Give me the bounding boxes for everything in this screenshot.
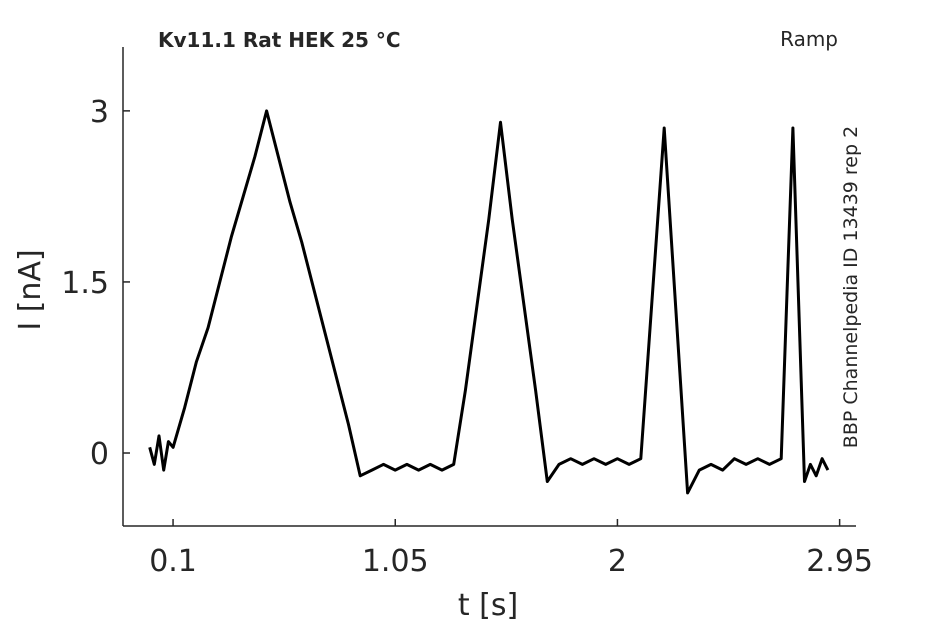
x-tick-label: 1.05 xyxy=(362,544,429,579)
y-tick-label: 3 xyxy=(90,95,109,130)
annotation: BBP Channelpedia ID 13439 rep 2 xyxy=(840,126,862,448)
x-tick-label: 2 xyxy=(608,544,627,579)
chart-title: Kv11.1 Rat HEK 25 °C xyxy=(158,28,401,52)
data-line xyxy=(148,109,830,495)
x-tick-label: 2.95 xyxy=(806,544,873,579)
y-tick-label: 1.5 xyxy=(61,266,109,301)
x-axis-label: t [s] xyxy=(458,588,518,623)
x-tick-label: 0.1 xyxy=(149,544,197,579)
subtitle: Ramp xyxy=(780,27,838,51)
y-tick-label: 0 xyxy=(90,437,109,472)
y-axis-label: I [nA] xyxy=(13,249,48,330)
